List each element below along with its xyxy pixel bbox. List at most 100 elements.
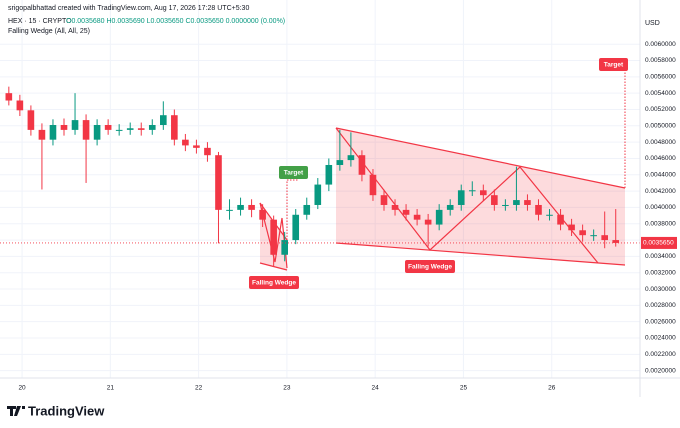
candles xyxy=(0,86,640,267)
candle-body xyxy=(369,174,377,196)
candle-body xyxy=(391,204,399,210)
candle-body xyxy=(115,129,123,131)
symbol: HEX · 15 · CRYPTO xyxy=(8,18,72,25)
candle-body xyxy=(237,204,244,210)
last-price-label: 0.0035650 xyxy=(643,240,674,247)
candle-body xyxy=(248,204,255,210)
candle-body xyxy=(215,155,222,210)
candle-body xyxy=(491,195,498,205)
annotation-labels: Target Target Falling Wedge Falling Wedg… xyxy=(249,58,628,289)
x-tick-label: 26 xyxy=(548,385,556,392)
candle-body xyxy=(281,240,288,255)
candle-body xyxy=(148,124,156,130)
candle-body xyxy=(270,219,277,255)
candle-body xyxy=(347,155,355,161)
candle-body xyxy=(524,200,531,205)
candle-body xyxy=(612,240,620,243)
x-tick-label: 21 xyxy=(107,385,115,392)
candle-body xyxy=(49,124,57,140)
candle-body xyxy=(126,128,134,130)
candle-body xyxy=(535,204,542,215)
wedge-upper xyxy=(335,127,626,189)
candle-body xyxy=(259,209,266,220)
y-tick-label: 0.0022000 xyxy=(645,351,676,358)
pattern-label: Falling Wedge xyxy=(408,264,452,271)
y-tick-label: 0.0056000 xyxy=(645,74,676,81)
ohlc: O0.0035680 H0.0035690 L0.0035650 C0.0035… xyxy=(66,18,285,25)
last-price-badge xyxy=(641,236,677,249)
y-tick-label: 0.0054000 xyxy=(645,90,676,97)
target-label: Target xyxy=(284,170,304,177)
target-badge xyxy=(599,58,628,71)
y-tick-label: 0.0050000 xyxy=(645,123,676,130)
logo-icon xyxy=(7,406,25,416)
target-badge xyxy=(279,166,308,179)
candle-body xyxy=(27,110,35,130)
candle-body xyxy=(446,204,454,210)
x-tick-label: 23 xyxy=(283,385,291,392)
candle-body xyxy=(325,164,333,185)
candle-body xyxy=(104,124,112,130)
candle-body xyxy=(601,235,608,241)
candle-body xyxy=(71,120,79,130)
target-label: Target xyxy=(604,62,624,69)
candle-body xyxy=(137,128,145,130)
wedge-lower xyxy=(259,262,288,271)
candle-body xyxy=(402,209,410,215)
candle-body xyxy=(93,124,101,140)
y-tick-label: 0.0026000 xyxy=(645,318,676,325)
pattern-badge xyxy=(249,276,299,289)
candle-body xyxy=(435,209,443,225)
y-tick-label: 0.0034000 xyxy=(645,253,676,260)
pattern-drawings xyxy=(259,72,626,271)
y-tick-label: 0.0058000 xyxy=(645,57,676,64)
candle-body xyxy=(226,209,233,211)
grid xyxy=(0,0,640,378)
wedge-fill xyxy=(336,128,625,265)
credit: srigopalbhattad created with TradingView… xyxy=(8,5,249,12)
y-tick-label: 0.0052000 xyxy=(645,106,676,113)
wedge-lower xyxy=(335,242,626,266)
candle-body xyxy=(513,200,520,205)
x-tick-label: 22 xyxy=(195,385,203,392)
y-tick-label: 0.0044000 xyxy=(645,171,676,178)
axes: 0.0020000 0.0022000 0.0024000 0.0026000 0.00… xyxy=(18,41,677,392)
y-tick-label: 0.0020000 xyxy=(645,367,676,374)
candle-body xyxy=(413,214,421,220)
candle-body xyxy=(546,214,553,216)
y-tick-label: 0.0038000 xyxy=(645,220,676,227)
currency: USD xyxy=(645,20,660,27)
candle-body xyxy=(502,204,509,206)
y-tick-label: 0.0046000 xyxy=(645,155,676,162)
y-tick-label: 0.0048000 xyxy=(645,139,676,146)
candle-body xyxy=(193,145,200,148)
y-tick-label: 0.0060000 xyxy=(645,41,676,48)
pattern-badge xyxy=(405,260,455,273)
candle-body xyxy=(557,214,564,225)
candle-body xyxy=(579,230,586,236)
x-tick-label: 24 xyxy=(372,385,380,392)
candle-body xyxy=(457,190,465,205)
candle-body xyxy=(292,214,300,241)
candle-body xyxy=(424,219,432,225)
pattern-label: Falling Wedge xyxy=(252,280,296,287)
candle-body xyxy=(16,100,24,111)
x-tick-label: 20 xyxy=(18,385,26,392)
y-tick-label: 0.0042000 xyxy=(645,188,676,195)
y-tick-label: 0.0028000 xyxy=(645,302,676,309)
candle-body xyxy=(468,190,476,192)
candle-body xyxy=(171,115,178,140)
logo-text: TradingView xyxy=(28,403,105,418)
candle-body xyxy=(160,115,167,125)
y-tick-label: 0.0024000 xyxy=(645,335,676,342)
candle-body xyxy=(358,155,366,175)
candle-body xyxy=(380,195,388,205)
candle-body xyxy=(182,139,189,146)
y-tick-label: 0.0040000 xyxy=(645,204,676,211)
candle-body xyxy=(590,235,597,237)
candle-body xyxy=(314,184,322,205)
candle-body xyxy=(480,190,487,196)
candle-body xyxy=(82,120,90,140)
